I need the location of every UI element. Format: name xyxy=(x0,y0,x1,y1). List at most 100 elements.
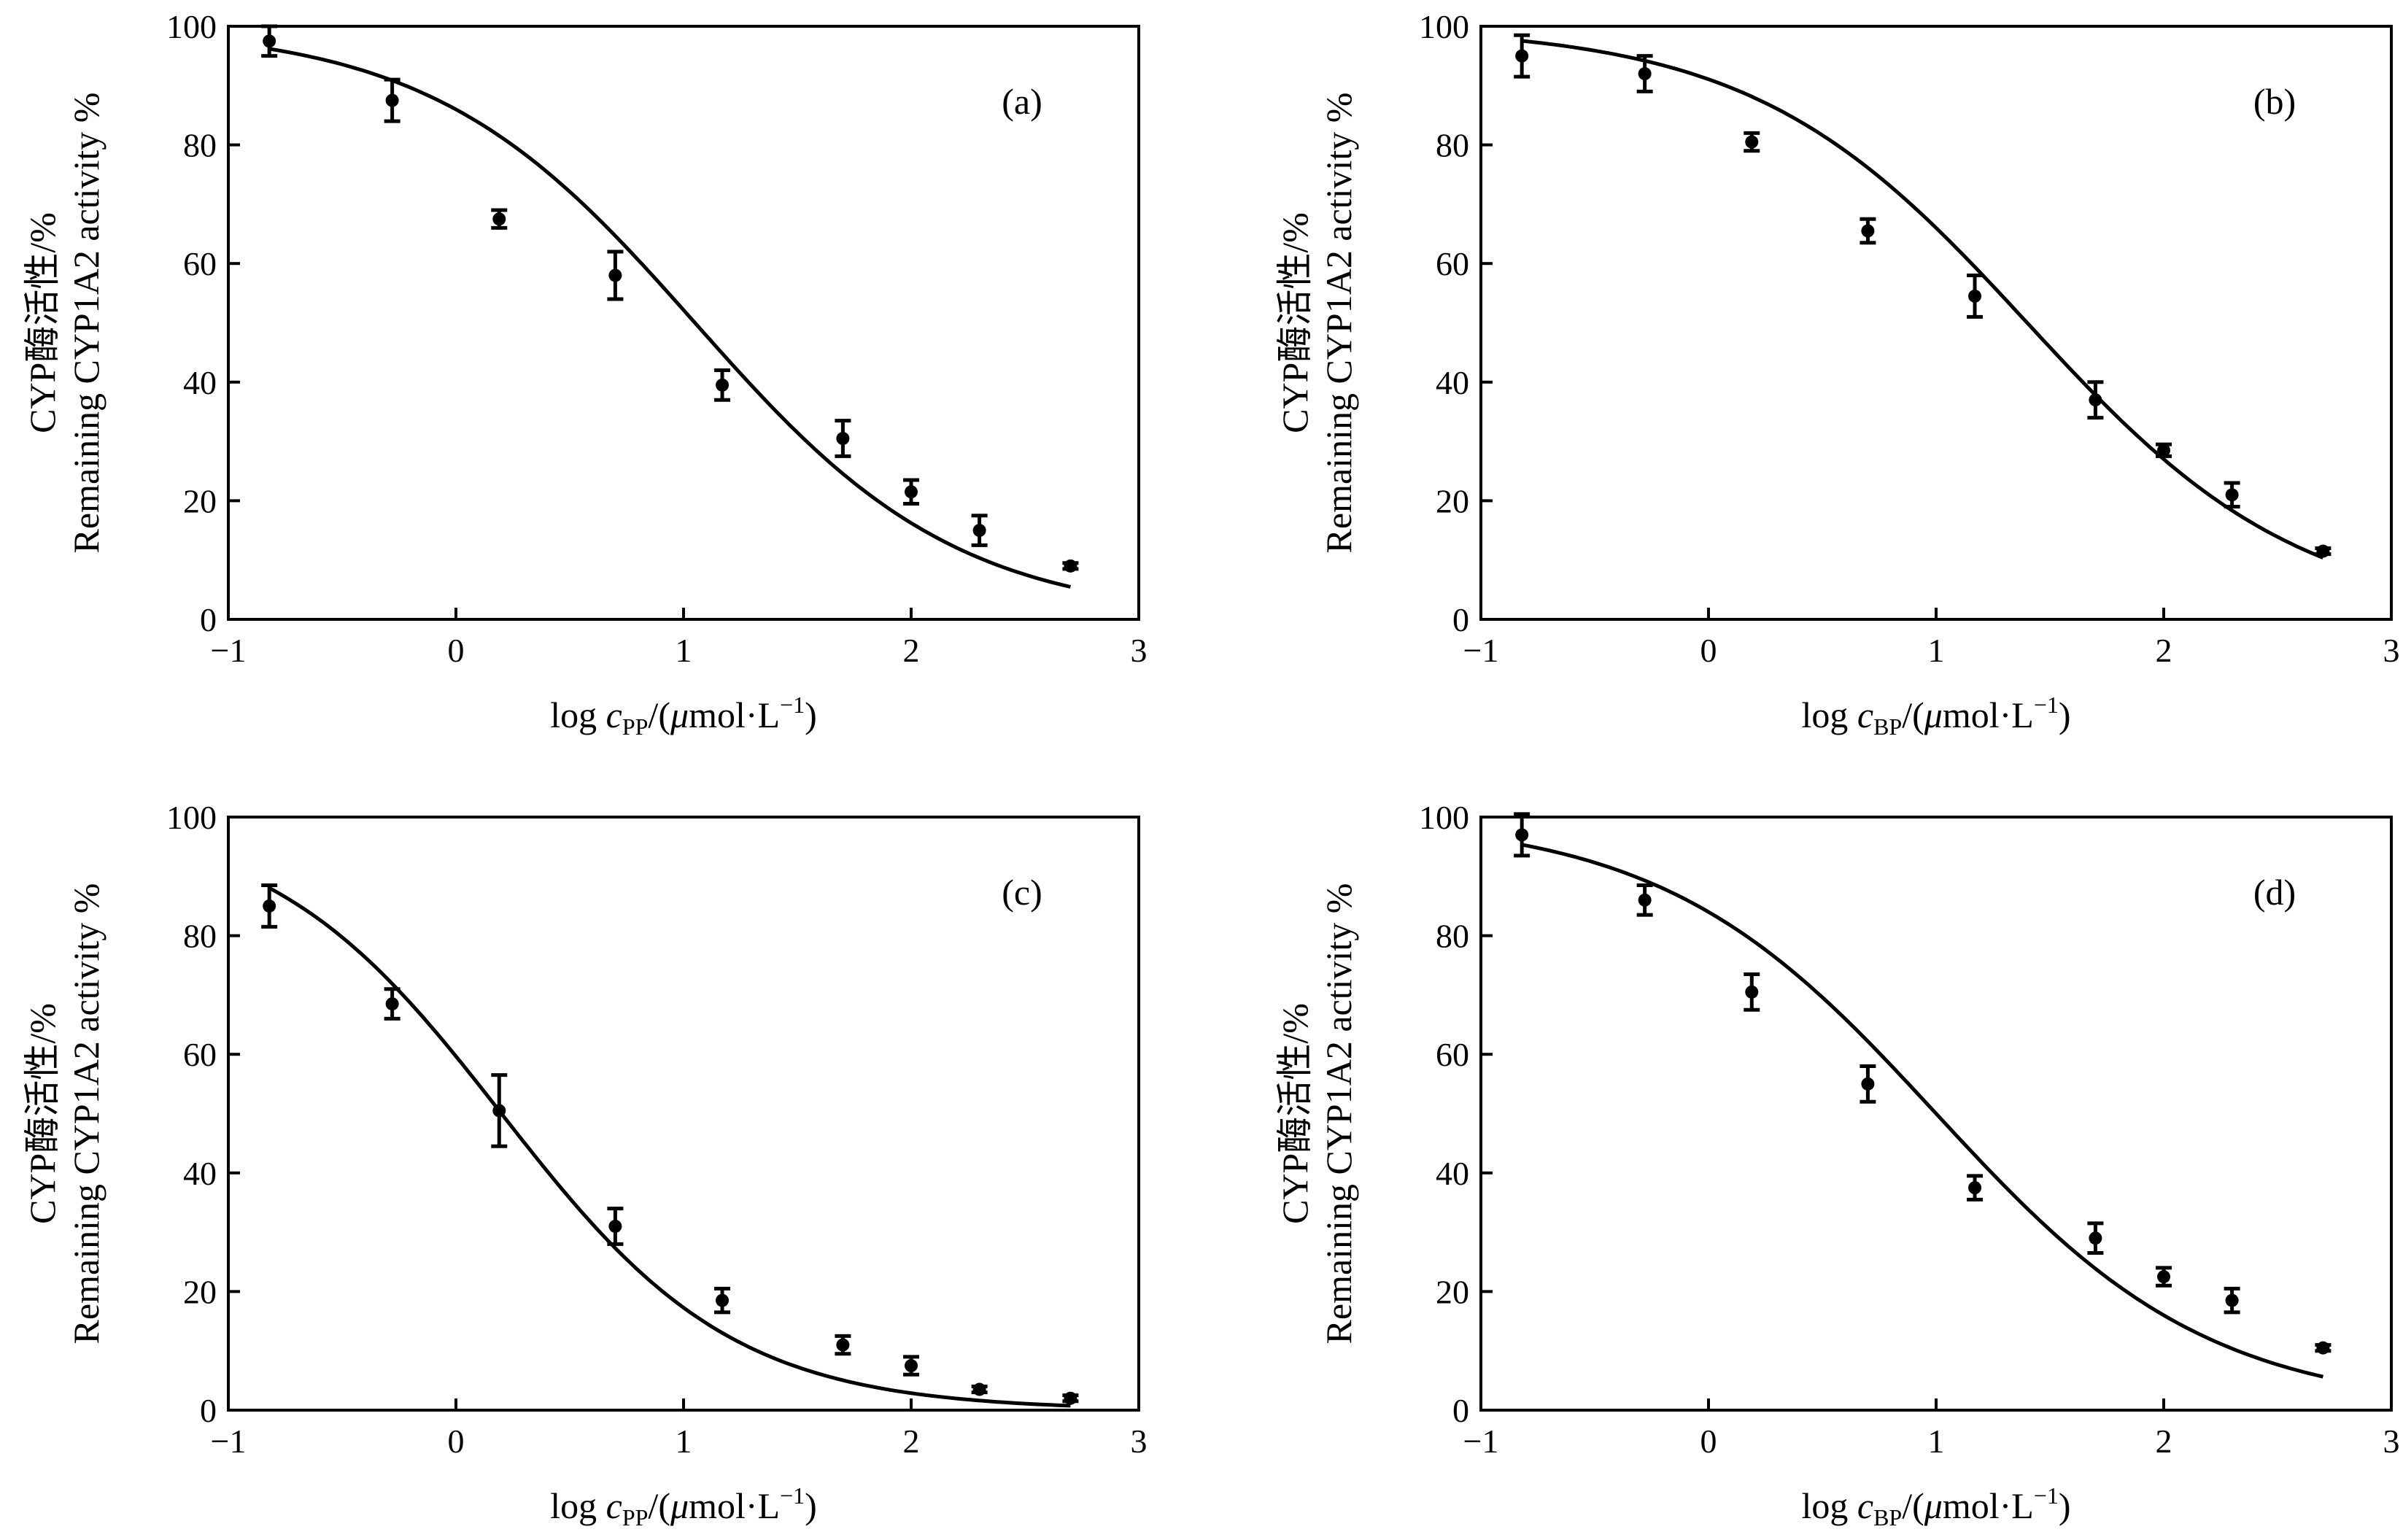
y-tick-label: 80 xyxy=(183,127,217,164)
y-tick-label: 60 xyxy=(183,245,217,282)
point-marker xyxy=(972,524,986,538)
x-axis-label-mu: μ xyxy=(670,1485,689,1526)
data-point xyxy=(2224,481,2240,509)
data-point xyxy=(1860,1064,1876,1104)
x-axis-label-suffix-unit: /( xyxy=(1902,1485,1924,1526)
x-tick-label: 2 xyxy=(2156,1423,2172,1460)
x-axis-label-suffix-unit: /( xyxy=(648,694,670,735)
point-marker xyxy=(716,378,730,392)
data-point xyxy=(607,1207,624,1246)
fit-curve xyxy=(1521,843,2323,1379)
y-tick-label: 100 xyxy=(1419,799,1469,836)
x-axis-label-prefix: log xyxy=(550,1485,605,1526)
x-axis-label-close: ) xyxy=(805,1485,817,1526)
x-tick-label: 1 xyxy=(1928,632,1945,669)
data-point xyxy=(714,368,731,402)
x-axis-label-close: ) xyxy=(2059,694,2071,735)
x-axis-label-unit: mol·L xyxy=(689,694,780,735)
point-marker xyxy=(905,1359,918,1373)
y-tick-label: 60 xyxy=(1436,1036,1469,1073)
x-axis-label-var: c xyxy=(1857,694,1873,735)
y-tick-label: 20 xyxy=(183,1273,217,1310)
point-marker xyxy=(2316,1341,2330,1355)
data-point xyxy=(2156,442,2172,458)
data-point xyxy=(1967,1174,1984,1202)
point-marker xyxy=(1861,1077,1875,1091)
data-point xyxy=(1062,1391,1079,1405)
point-marker xyxy=(716,1293,730,1307)
data-point xyxy=(971,514,988,547)
y-axis-label-en: Remaining CYP1A2 activity % xyxy=(1318,883,1359,1344)
point-marker xyxy=(1515,828,1529,842)
x-axis-label-var: c xyxy=(606,694,622,735)
x-axis-label: log cBP/(μmol·L−1) xyxy=(1801,692,2070,740)
data-point xyxy=(1636,883,1653,917)
x-axis-label-sup: −1 xyxy=(2034,1482,2059,1509)
data-point xyxy=(2087,1221,2104,1255)
x-axis-label-sub: BP xyxy=(1873,1504,1902,1531)
y-tick-label: 0 xyxy=(1452,1392,1469,1429)
point-marker xyxy=(1745,135,1759,149)
point-marker xyxy=(1968,289,1982,303)
data-point xyxy=(1636,54,1653,93)
x-axis-label: log cBP/(μmol·L−1) xyxy=(1801,1482,2070,1531)
x-tick-label: −1 xyxy=(211,632,247,669)
data-point xyxy=(1744,972,1760,1012)
y-tick-label: 80 xyxy=(183,918,217,955)
x-axis-label-sup: −1 xyxy=(780,1482,805,1509)
x-axis-label-prefix: log xyxy=(1801,694,1857,735)
x-tick-label: 1 xyxy=(1928,1423,1945,1460)
x-axis-label-sub: PP xyxy=(622,1504,649,1531)
point-marker xyxy=(1638,67,1652,81)
x-tick-label: 2 xyxy=(2156,632,2172,669)
point-marker xyxy=(385,997,399,1011)
data-point xyxy=(714,1286,731,1315)
y-axis-label-cn: CYP酶活性/% xyxy=(1274,212,1315,433)
data-point xyxy=(607,249,624,301)
point-marker xyxy=(2089,393,2102,407)
x-tick-label: 0 xyxy=(448,632,465,669)
x-axis-label-sub: BP xyxy=(1873,713,1902,740)
x-axis-label: log cPP/(μmol·L−1) xyxy=(550,1482,817,1531)
point-marker xyxy=(1745,985,1759,999)
point-marker xyxy=(1515,49,1529,63)
x-tick-label: 0 xyxy=(1700,632,1717,669)
y-axis-label-en: Remaining CYP1A2 activity % xyxy=(66,883,107,1344)
x-axis-label-prefix: log xyxy=(550,694,605,735)
data-point xyxy=(835,1334,851,1356)
x-tick-label: 3 xyxy=(2383,1423,2400,1460)
y-tick-label: 100 xyxy=(1419,8,1469,45)
data-point xyxy=(1514,33,1531,79)
point-marker xyxy=(905,485,918,499)
x-axis-label: log cPP/(μmol·L−1) xyxy=(550,692,817,740)
point-marker xyxy=(1861,224,1875,238)
data-point xyxy=(1062,559,1079,573)
y-tick-label: 0 xyxy=(200,601,217,638)
data-point xyxy=(2087,380,2104,420)
y-tick-label: 0 xyxy=(200,1392,217,1429)
y-tick-label: 20 xyxy=(1436,1273,1469,1310)
x-axis-label-prefix: log xyxy=(1801,1485,1857,1526)
x-tick-label: 3 xyxy=(1131,1423,1148,1460)
point-marker xyxy=(2225,488,2239,502)
data-point xyxy=(1860,217,1876,245)
fit-curve xyxy=(1521,39,2324,560)
point-marker xyxy=(608,1219,622,1233)
x-axis-label-mu: μ xyxy=(1924,1485,1943,1526)
point-marker xyxy=(1968,1181,1982,1195)
point-marker xyxy=(263,34,276,48)
x-tick-label: −1 xyxy=(1463,1423,1499,1460)
point-marker xyxy=(2089,1231,2102,1245)
point-marker xyxy=(492,212,506,226)
x-tick-label: 2 xyxy=(903,632,920,669)
x-tick-label: −1 xyxy=(1463,632,1499,669)
point-marker xyxy=(1064,1391,1077,1405)
x-axis-label-unit: mol·L xyxy=(1943,1485,2034,1526)
y-tick-label: 60 xyxy=(183,1036,217,1073)
point-marker xyxy=(1064,559,1077,573)
fit-curve xyxy=(268,47,1071,589)
point-marker xyxy=(836,432,850,446)
data-point xyxy=(491,208,508,230)
y-tick-label: 100 xyxy=(166,799,217,836)
